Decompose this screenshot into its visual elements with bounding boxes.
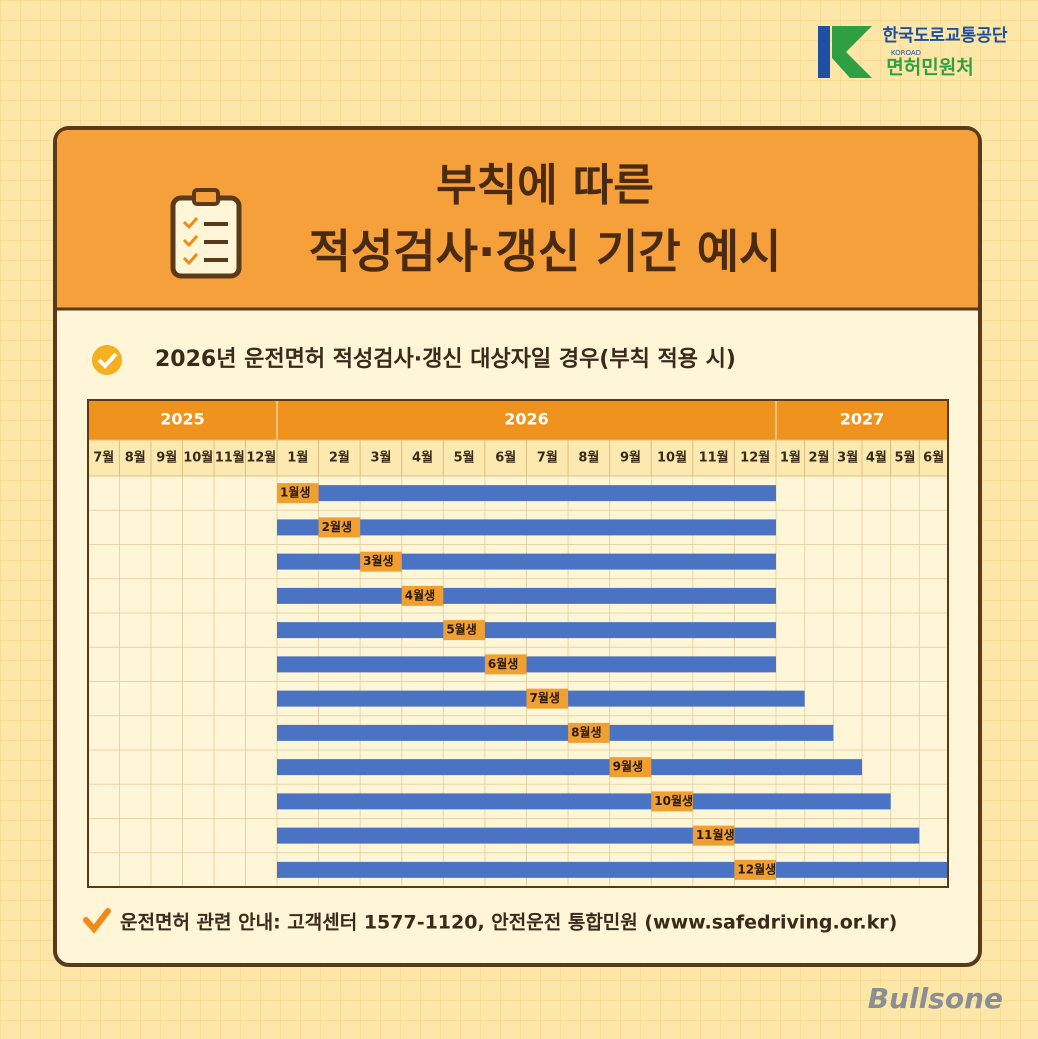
month-header (182, 439, 215, 477)
month-label: 10월 (657, 450, 687, 466)
logo-en: KOROAD (891, 49, 921, 57)
month-header (526, 439, 569, 477)
month-header (484, 439, 527, 477)
bar-label-bg (734, 859, 776, 880)
month-label: 7월 (537, 450, 558, 466)
bar-label: 6월생 (488, 656, 518, 671)
bar (277, 759, 862, 776)
month-header (318, 439, 361, 477)
bar-label-bg (568, 722, 610, 743)
year-label: 2027 (840, 410, 885, 429)
month-label: 7월 (93, 450, 114, 466)
logo-mark (832, 26, 872, 78)
year-label: 2026 (504, 410, 549, 429)
month-label: 1월 (287, 450, 308, 466)
month-label: 4월 (412, 450, 433, 466)
month-header (276, 439, 320, 477)
month-label: 3월 (370, 450, 391, 466)
month-header (650, 439, 694, 477)
month-label: 9월 (620, 450, 641, 466)
header-band (57, 130, 978, 308)
month-header (119, 439, 152, 477)
month-label: 12월 (740, 450, 770, 466)
month-header (918, 439, 949, 477)
bar-label-bg (443, 620, 485, 641)
bar-label: 1월생 (280, 485, 310, 500)
month-label: 6월 (495, 450, 516, 466)
check-icon (83, 908, 111, 934)
month-label: 10월 (183, 450, 213, 466)
title-line2: 적성검사·갱신 기간 예시 (309, 225, 782, 279)
bar (277, 827, 920, 844)
footer-text: 운전면허 관련 안내: 고객센터 1577-1120, 안전운전 통합민원 (w… (120, 912, 897, 934)
month-header (733, 439, 777, 477)
check-icon (92, 345, 122, 375)
bar-label-bg (360, 551, 402, 572)
bar (277, 553, 776, 570)
logo-dept: 면허민원처 (886, 57, 973, 79)
bar (277, 724, 834, 741)
check-icon (97, 352, 118, 369)
bar (277, 485, 776, 502)
month-header (442, 439, 486, 477)
bar-label: 4월생 (405, 587, 435, 602)
month-label: 4월 (866, 450, 887, 466)
month-label: 8월 (578, 450, 599, 466)
month-label: 9월 (156, 450, 177, 466)
month-header (609, 439, 652, 477)
bar (277, 622, 776, 639)
bar-label: 5월생 (446, 622, 476, 637)
logo-mark (818, 26, 830, 78)
bar-label: 11월생 (696, 827, 735, 842)
month-label: 1월 (780, 450, 801, 466)
bar (277, 793, 891, 810)
bar (277, 587, 776, 604)
logo-org: 한국도로교통공단 (882, 26, 1007, 46)
bar-label-bg (651, 791, 693, 812)
bar-label: 7월생 (530, 690, 560, 705)
year-label: 2025 (160, 410, 205, 429)
month-label: 11월 (699, 450, 729, 466)
bar-label-bg (401, 585, 444, 606)
bar-label-bg (692, 825, 735, 846)
month-label: 5월 (454, 450, 475, 466)
month-label: 3월 (837, 450, 858, 466)
bar-label: 12월생 (737, 861, 776, 876)
card (53, 126, 982, 967)
month-label: 11월 (215, 450, 245, 466)
title-line1: 부칙에 따른 (436, 160, 654, 211)
year-header (276, 399, 777, 441)
bar-label-bg (526, 688, 569, 709)
month-header (401, 439, 444, 477)
month-label: 6월 (923, 450, 944, 466)
month-label: 12월 (246, 450, 276, 466)
month-label: 2월 (808, 450, 829, 466)
bar (277, 519, 776, 536)
bar-label: 10월생 (654, 793, 693, 808)
bar-label: 9월생 (613, 759, 643, 774)
month-label: 5월 (894, 450, 915, 466)
bar-label-bg (609, 757, 652, 778)
watermark: Bullsone (868, 982, 1003, 1015)
month-header (890, 439, 920, 477)
bar-label: 3월생 (363, 553, 393, 568)
subtitle: 2026년 운전면허 적성검사·갱신 대상자일 경우(부칙 적용 시) (155, 347, 736, 372)
bar-label-bg (277, 483, 319, 504)
clipboard-icon (170, 188, 242, 279)
bar (277, 861, 948, 878)
logo: 한국도로교통공단 KOROAD 면허민원처 (818, 26, 1008, 79)
month-header (359, 439, 403, 477)
chart-frame (87, 399, 949, 888)
month-header (213, 439, 246, 477)
month-header (245, 439, 278, 477)
bar-label-bg (484, 654, 527, 675)
bar-label: 8월생 (571, 724, 601, 739)
month-label: 2월 (329, 450, 350, 466)
bar-label: 2월생 (322, 519, 352, 534)
bar-label-bg (318, 517, 361, 538)
month-label: 8월 (125, 450, 146, 466)
